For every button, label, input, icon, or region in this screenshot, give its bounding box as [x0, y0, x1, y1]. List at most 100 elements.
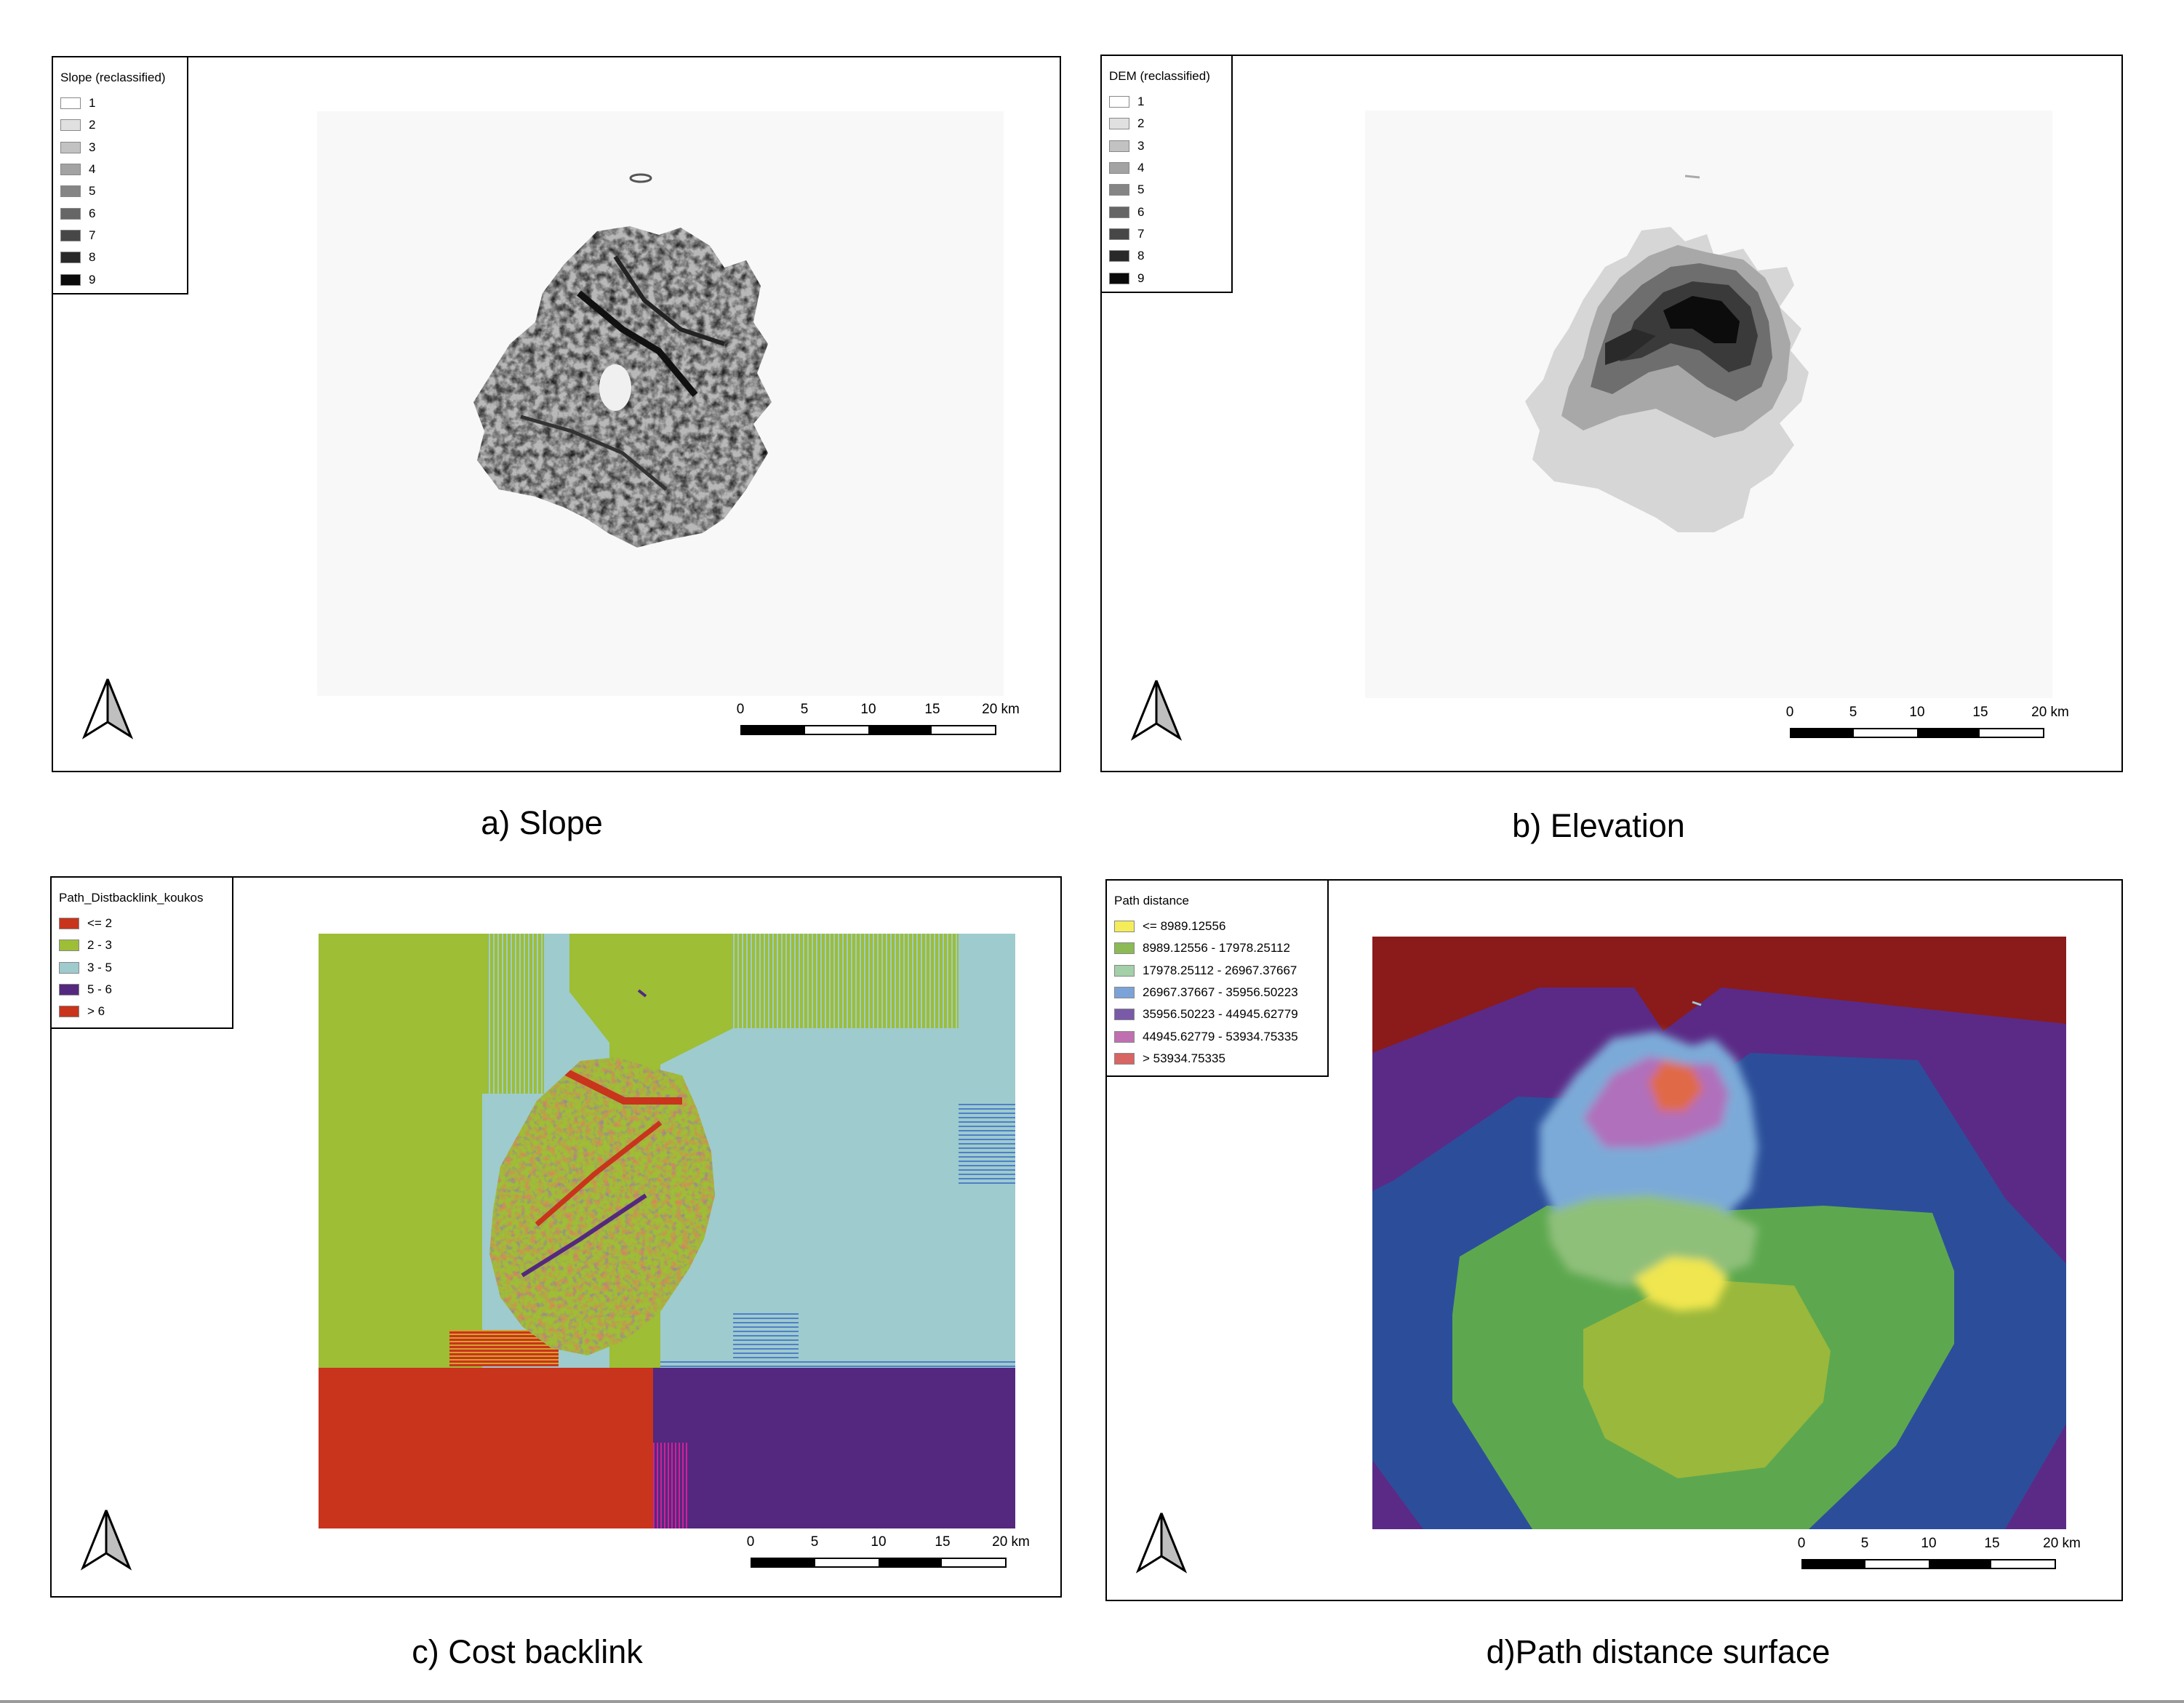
elevation-map [1365, 111, 2052, 698]
caption-a: a) Slope [481, 804, 603, 841]
scale-tick-label: 0 [1797, 1536, 1806, 1551]
legend-swatch [60, 97, 81, 110]
legend-item: 7 [1109, 223, 1224, 245]
legend-swatch [1109, 96, 1129, 108]
legend-label: <= 8989.12556 [1143, 919, 1226, 934]
legend-swatch [1109, 250, 1129, 263]
scale-end-label: 20 km [992, 1534, 1030, 1550]
legend: Slope (reclassified) 1 2 3 4 5 6 7 8 9 [53, 57, 188, 294]
legend-item: 5 - 6 [59, 979, 225, 1001]
legend-label: > 53934.75335 [1143, 1051, 1225, 1065]
legend-label: > 6 [87, 1004, 105, 1019]
legend-title: DEM (reclassified) [1109, 69, 1210, 83]
legend-item: > 53934.75335 [1114, 1048, 1320, 1070]
scale-end-label: 20 km [2031, 705, 2069, 720]
scale-tick-label: 10 [1909, 705, 1925, 720]
legend-swatch [59, 984, 79, 996]
legend-items: 1 2 3 4 5 6 7 8 9 [1109, 91, 1224, 289]
legend-item: 2 [1109, 113, 1224, 135]
legend-swatch [59, 1006, 79, 1018]
legend-swatch [1109, 184, 1129, 196]
legend-item: 6 [60, 202, 180, 224]
legend: DEM (reclassified) 1 2 3 4 5 6 7 8 9 [1102, 56, 1233, 293]
legend-label: 6 [89, 206, 96, 220]
legend-swatch [60, 252, 81, 264]
legend-label: 8 [89, 250, 96, 265]
legend-label: 17978.25112 - 26967.37667 [1143, 963, 1297, 977]
north-arrow-icon [82, 678, 133, 740]
scale-end-label: 20 km [982, 702, 1020, 717]
legend-swatch [60, 207, 81, 220]
scale-tick-label: 15 [924, 702, 940, 717]
legend-item: 7 [60, 225, 180, 247]
scale-labels: 0 5 10 15 20 km [736, 702, 1020, 718]
legend-label: 3 [1137, 138, 1145, 153]
legend-swatch [1109, 228, 1129, 240]
legend-label: 2 [1137, 116, 1145, 131]
legend-swatch [1114, 987, 1135, 999]
legend-title: Path distance [1114, 894, 1190, 907]
scale-tick-label: 10 [1921, 1536, 1937, 1551]
legend-swatch [59, 918, 79, 930]
legend-label: 1 [89, 96, 96, 111]
legend-label: 8989.12556 - 17978.25112 [1143, 941, 1290, 955]
map-panel-cost-backlink: Path_Distbacklink_koukos <= 2 2 - 3 3 - … [50, 876, 1062, 1598]
legend-swatch [60, 185, 81, 198]
scale-bar: 0 5 10 15 20 km [1797, 1536, 2081, 1572]
legend-label: 1 [1137, 95, 1145, 109]
scale-end-label: 20 km [2043, 1536, 2081, 1551]
island-dem-raster [1525, 227, 1809, 532]
scale-tick-label: 5 [800, 702, 809, 717]
legend-item: 5 [1109, 179, 1224, 201]
map-panel-path-distance: Path distance <= 8989.12556 8989.12556 -… [1105, 879, 2123, 1601]
caption-c: c) Cost backlink [412, 1633, 643, 1670]
legend-label: 5 [1137, 183, 1145, 197]
scale-segments [740, 725, 996, 735]
scale-tick-label: 5 [1849, 705, 1857, 720]
map-panel-elevation: DEM (reclassified) 1 2 3 4 5 6 7 8 9 0 5… [1100, 55, 2123, 772]
legend-title: Path_Distbacklink_koukos [59, 891, 204, 905]
legend-item: 26967.37667 - 35956.50223 [1114, 982, 1320, 1003]
legend-item: 8 [1109, 245, 1224, 267]
scale-segments [1801, 1559, 2056, 1569]
scale-labels: 0 5 10 15 20 km [747, 1534, 1030, 1550]
legend-swatch [1114, 1052, 1135, 1065]
legend-label: 5 [89, 184, 96, 199]
legend-items: 1 2 3 4 5 6 7 8 9 [60, 92, 180, 291]
legend-item: 9 [60, 268, 180, 290]
scale-bar: 0 5 10 15 20 km [747, 1534, 1030, 1571]
legend-swatch [1114, 1009, 1135, 1021]
scale-bar: 0 5 10 15 20 km [1786, 705, 2069, 741]
legend-swatch [1109, 140, 1129, 152]
bottom-divider [0, 1700, 2184, 1703]
legend-label: 5 - 6 [87, 982, 113, 997]
scale-labels: 0 5 10 15 20 km [1797, 1536, 2081, 1552]
caption-d: d)Path distance surface [1486, 1633, 1831, 1670]
scale-tick-label: 10 [860, 702, 876, 717]
legend-item: 3 - 5 [59, 957, 225, 979]
legend-label: 4 [89, 162, 96, 177]
map-panel-slope: Slope (reclassified) 1 2 3 4 5 6 7 8 9 0… [52, 56, 1061, 772]
legend-item: 5 [60, 180, 180, 202]
legend-label: 4 [1137, 161, 1145, 175]
legend-item: 2 [60, 114, 180, 136]
legend-label: 35956.50223 - 44945.62779 [1143, 1007, 1298, 1022]
legend-items: <= 2 2 - 3 3 - 5 5 - 6 > 6 [59, 913, 225, 1022]
legend-item: <= 2 [59, 913, 225, 934]
scale-tick-label: 10 [871, 1534, 887, 1550]
legend-swatch [59, 939, 79, 952]
legend-item: > 6 [59, 1001, 225, 1022]
legend-swatch [1109, 162, 1129, 175]
scale-segments [751, 1558, 1007, 1568]
legend-item: 8 [60, 247, 180, 268]
legend-item: 1 [60, 92, 180, 114]
legend-item: 3 [1109, 135, 1224, 157]
legend: Path distance <= 8989.12556 8989.12556 -… [1107, 881, 1329, 1077]
slope-map [317, 111, 1004, 696]
scale-tick-label: 0 [736, 702, 745, 717]
scale-tick-label: 15 [1984, 1536, 2000, 1551]
scale-labels: 0 5 10 15 20 km [1786, 705, 2069, 721]
island-path-distance-raster [1540, 1031, 1758, 1311]
scale-tick-label: 15 [935, 1534, 951, 1550]
legend-item: 4 [60, 159, 180, 180]
